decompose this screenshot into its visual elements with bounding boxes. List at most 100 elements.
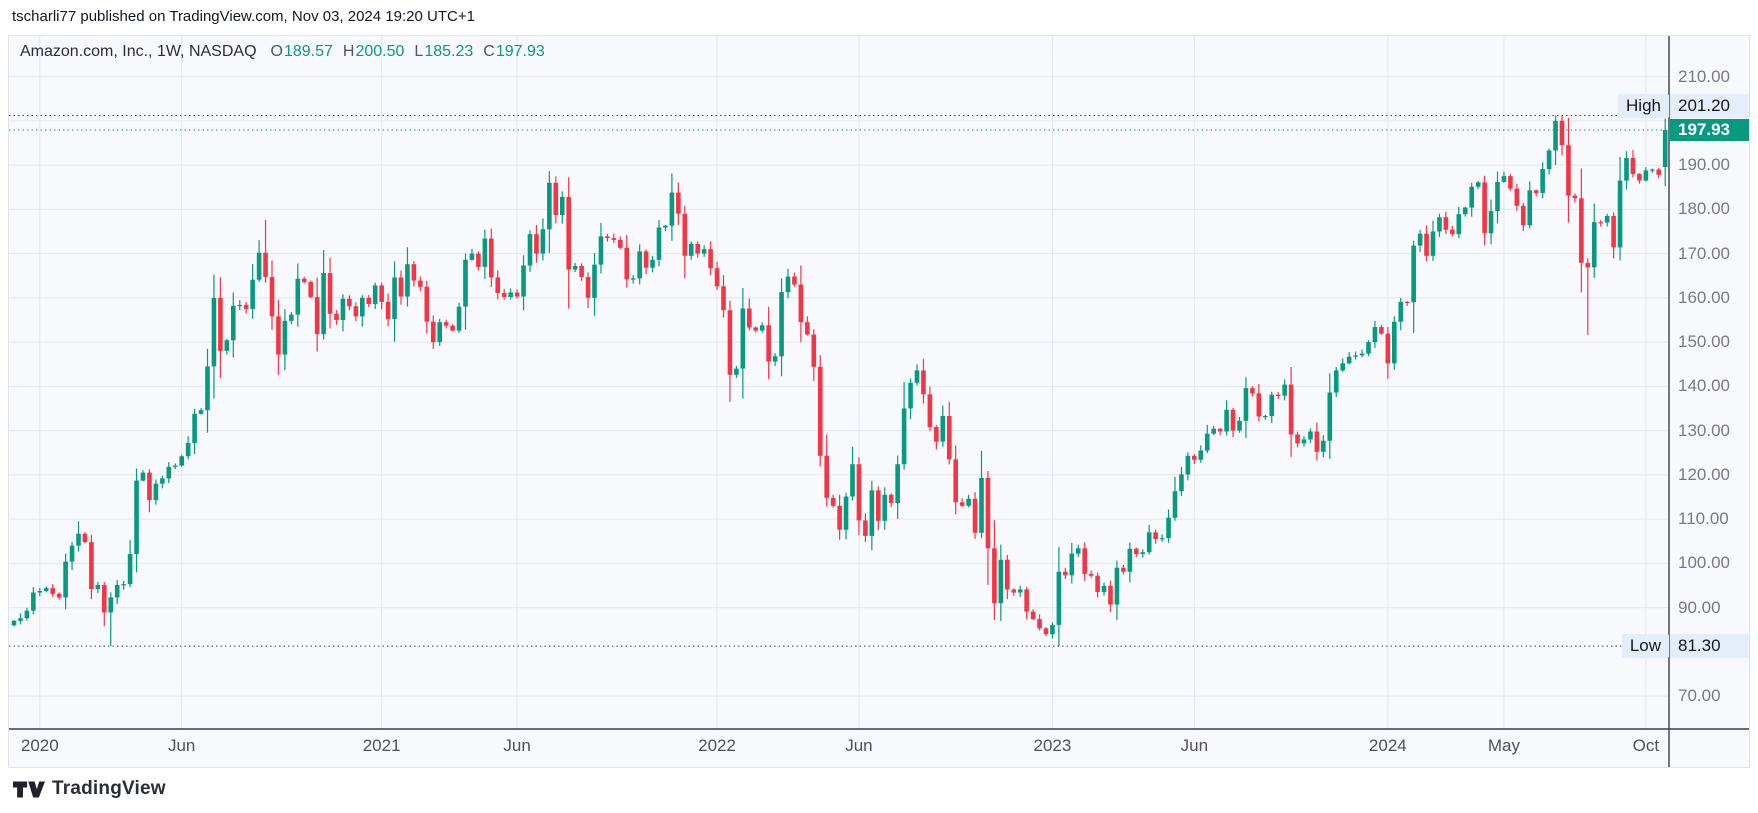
candle-body xyxy=(559,196,565,216)
candle-body xyxy=(476,253,481,267)
tradingview-footer[interactable]: TradingView xyxy=(13,778,166,800)
candle-body xyxy=(734,368,739,375)
candle-body xyxy=(1514,188,1520,206)
candle-body xyxy=(521,265,526,297)
candle-body xyxy=(766,325,771,362)
candle-body xyxy=(1604,215,1610,223)
candle-body xyxy=(869,490,875,536)
candle-body xyxy=(243,304,249,309)
high-label: High xyxy=(1618,93,1669,118)
candle-body xyxy=(572,265,578,270)
candle-body xyxy=(424,286,430,322)
candle-body xyxy=(411,264,417,281)
candle-body xyxy=(501,292,507,297)
candle-body xyxy=(1424,233,1429,256)
candle-body xyxy=(1495,181,1500,212)
time-tick-label: Jun xyxy=(1180,736,1209,755)
time-tick-label: Jun xyxy=(845,736,873,755)
candle-body xyxy=(153,483,159,501)
tradingview-logo-icon xyxy=(13,781,45,797)
candle-body xyxy=(1088,573,1094,576)
candle-body xyxy=(1379,327,1384,334)
candle-body xyxy=(1069,553,1075,576)
candle-body xyxy=(1146,532,1152,553)
candle-body xyxy=(540,229,546,254)
candle-body xyxy=(1288,384,1294,435)
chart-canvas[interactable] xyxy=(9,36,1749,767)
candle-body xyxy=(514,292,520,297)
candle-body xyxy=(1121,567,1126,572)
candle-body xyxy=(1275,394,1281,396)
candle-body xyxy=(314,296,320,335)
price-tick-label: 70.00 xyxy=(1678,686,1721,706)
candle-body xyxy=(301,278,307,282)
candle-body xyxy=(940,415,946,442)
candle-body xyxy=(618,239,623,248)
price-tick-label: 210.00 xyxy=(1678,66,1730,86)
candle-body xyxy=(1417,233,1423,246)
candle-body xyxy=(114,585,120,598)
candle-body xyxy=(1282,384,1287,396)
candle-body xyxy=(979,477,984,533)
candle-body xyxy=(50,588,55,594)
candle-body xyxy=(140,472,146,481)
candle-body xyxy=(43,588,49,591)
price-tick-label: 180.00 xyxy=(1678,199,1730,219)
candle-body xyxy=(1662,130,1668,167)
price-tick-label: 90.00 xyxy=(1678,597,1721,617)
candle-body xyxy=(1321,440,1326,452)
candle-body xyxy=(985,477,991,549)
candle-body xyxy=(1024,589,1029,612)
candle-body xyxy=(934,427,939,442)
candle-body xyxy=(579,265,584,278)
candle-body xyxy=(366,297,372,305)
candle-body xyxy=(263,252,268,278)
candle-body xyxy=(1230,409,1236,431)
candle-body xyxy=(598,236,604,265)
candle-body xyxy=(624,247,630,280)
candle-body xyxy=(37,590,43,593)
candle-body xyxy=(340,298,346,320)
candle-body xyxy=(327,273,333,314)
candle-body xyxy=(63,561,68,598)
candle-body xyxy=(95,585,101,590)
candle-body xyxy=(1501,176,1507,182)
candle-body xyxy=(824,455,829,498)
candle-body xyxy=(850,464,855,497)
candle-body xyxy=(282,320,288,355)
candle-body xyxy=(785,276,791,293)
candle-body xyxy=(888,494,894,504)
candle-body xyxy=(1256,393,1262,417)
candle-body xyxy=(663,225,668,228)
tradingview-wordmark: TradingView xyxy=(52,778,166,799)
ohlc-open: O189.57 xyxy=(270,43,333,60)
candle-body xyxy=(1656,169,1662,175)
candle-body xyxy=(185,442,191,457)
candle-body xyxy=(676,192,681,214)
candle-body xyxy=(469,253,475,260)
candle-body xyxy=(1327,392,1333,441)
candle-body xyxy=(1521,205,1526,226)
candle-body xyxy=(295,278,301,315)
candle-body xyxy=(398,277,404,297)
candle-body xyxy=(1211,428,1216,434)
candle-body xyxy=(179,456,184,466)
candle-body xyxy=(56,593,62,598)
candle-body xyxy=(1269,394,1275,416)
candle-body xyxy=(334,313,339,320)
candle-body xyxy=(1572,195,1578,199)
candle-body xyxy=(456,306,462,331)
candle-body xyxy=(82,533,88,543)
candle-body xyxy=(1237,420,1242,431)
candle-body xyxy=(1443,217,1449,230)
candle-body xyxy=(553,182,559,216)
candle-body xyxy=(321,273,326,335)
candle-body xyxy=(69,545,75,562)
candle-body xyxy=(727,310,733,375)
candle-body xyxy=(1353,355,1358,357)
ohlc-low: L185.23 xyxy=(414,43,474,60)
candle-body xyxy=(269,277,275,317)
candle-body xyxy=(1540,169,1545,193)
candle-body xyxy=(669,192,675,226)
candle-body xyxy=(1114,567,1120,605)
